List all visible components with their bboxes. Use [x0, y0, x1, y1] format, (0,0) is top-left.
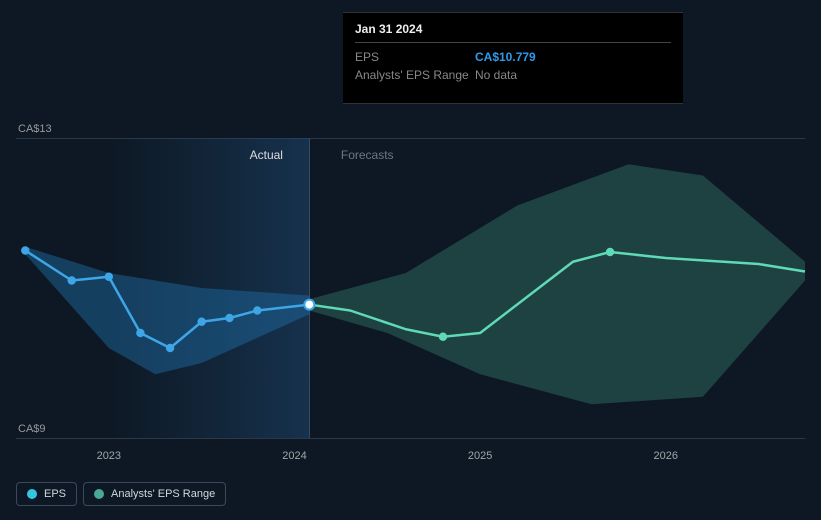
tooltip-key: Analysts' EPS Range — [355, 67, 475, 83]
chart-svg — [16, 138, 805, 438]
tooltip-row-eps: EPS CA$10.779 — [355, 49, 671, 65]
legend-item-eps[interactable]: EPS — [16, 482, 77, 506]
legend-item-range[interactable]: Analysts' EPS Range — [83, 482, 226, 506]
plot-area[interactable] — [16, 138, 805, 438]
tooltip-row-range: Analysts' EPS Range No data — [355, 67, 671, 83]
x-axis-tick: 2025 — [468, 450, 492, 462]
y-axis-label-top: CA$13 — [18, 123, 52, 135]
gridline-bot — [16, 438, 805, 439]
tooltip-value: No data — [475, 67, 517, 83]
chart-container: CA$13 CA$9 Actual Forecasts 202320242025… — [0, 0, 821, 520]
tooltip-separator — [355, 42, 671, 43]
legend-swatch-icon — [27, 489, 37, 499]
legend-swatch-icon — [94, 489, 104, 499]
legend-label: Analysts' EPS Range — [111, 488, 215, 500]
legend: EPS Analysts' EPS Range — [16, 482, 226, 506]
x-axis-tick: 2024 — [282, 450, 306, 462]
legend-label: EPS — [44, 488, 66, 500]
tooltip-value: CA$10.779 — [475, 49, 536, 65]
x-axis-tick: 2023 — [97, 450, 121, 462]
tooltip-date: Jan 31 2024 — [355, 22, 671, 36]
x-axis-tick: 2026 — [654, 450, 678, 462]
tooltip-key: EPS — [355, 49, 475, 65]
tooltip: Jan 31 2024 EPS CA$10.779 Analysts' EPS … — [343, 12, 683, 104]
